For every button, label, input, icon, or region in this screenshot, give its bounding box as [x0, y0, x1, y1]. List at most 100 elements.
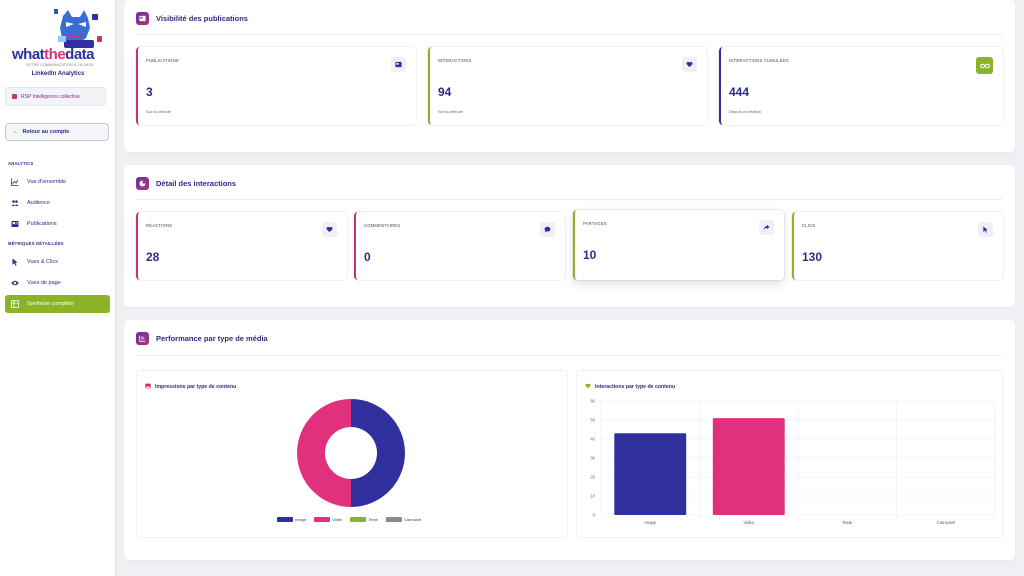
performance-panel: Performance par type de média Impression… — [124, 320, 1015, 560]
stat-label: RÉACTIONS — [146, 223, 173, 228]
stat-card-clicks: CLICS 130 — [792, 212, 1003, 280]
stat-label: INTERACTIONS — [438, 58, 472, 63]
nav-item-label: Synthèse complète — [27, 301, 74, 307]
y-tick-label: 20 — [590, 475, 595, 480]
stat-sub: Sur la période — [146, 109, 171, 114]
bar-image[interactable] — [614, 433, 687, 515]
impressions-donut-card: Impressions par type de contenu Image Vid… — [136, 370, 568, 538]
legend-item[interactable]: Carrousel — [385, 517, 422, 522]
newspaper-icon — [136, 12, 149, 25]
users-icon — [11, 199, 19, 207]
interactions-title: Détail des interactions — [156, 179, 237, 188]
impressions-chart-title: Impressions par type de contenu — [145, 383, 236, 391]
stat-card-publications: PUBLICATIONS 3 Sur la période — [136, 47, 416, 125]
divider — [136, 355, 1003, 356]
back-to-account-button[interactable]: ← Retour au compte — [5, 123, 109, 141]
legend-item[interactable]: Texte — [350, 517, 378, 522]
newspaper-icon — [391, 57, 406, 72]
nav-item-audience[interactable]: Audience — [5, 194, 110, 212]
bar-vidéo[interactable] — [712, 418, 785, 515]
y-tick-label: 10 — [590, 494, 595, 499]
legend-swatch — [350, 517, 367, 522]
donut-legend: Image Vidéo Texte Carrousel — [277, 517, 421, 522]
interactions-bar-card: Interactions par type de contenu 0 10 20 30… — [576, 370, 1003, 538]
pie-chart-icon — [136, 177, 149, 190]
x-tick-label: Texte — [842, 520, 853, 525]
eye-icon — [11, 279, 19, 287]
organization-selector[interactable]: RSP Intelligence collective — [5, 87, 106, 106]
stat-label: INTERACTIONS CUMULÉES — [729, 58, 789, 63]
nav-item-label: Vues de page — [27, 280, 61, 286]
stat-sub: Depuis la création — [729, 109, 762, 114]
stat-label: CLICS — [802, 223, 816, 228]
performance-header: Performance par type de média — [136, 332, 268, 345]
stat-card-comments: COMMENTAIRES 0 — [354, 212, 565, 280]
organization-icon — [12, 94, 17, 99]
logo-mascot — [54, 9, 102, 48]
nav-item-label: Vue d'ensemble — [27, 179, 67, 185]
app-title: LinkedIn Analytics — [31, 71, 85, 77]
share-icon — [759, 220, 774, 235]
heart-icon — [322, 222, 337, 237]
nav-item-full-summary[interactable]: Synthèse complète — [5, 295, 110, 313]
y-tick-label: 40 — [590, 437, 595, 442]
legend-swatch — [385, 517, 402, 522]
nav-item-label: Vues & Clics — [27, 259, 58, 265]
legend-label: Texte — [368, 517, 378, 522]
stat-value: 130 — [802, 250, 823, 264]
stat-value: 3 — [146, 85, 153, 99]
cursor-icon — [11, 258, 19, 266]
nav-item-publications[interactable]: Publications — [5, 215, 110, 233]
sidebar: whatthedata VOTRE COMMUNICATION À LA DAT… — [0, 0, 116, 576]
infinity-icon — [976, 57, 993, 74]
stat-value: 0 — [364, 250, 371, 264]
y-tick-label: 30 — [590, 456, 595, 461]
nav-item-overview[interactable]: Vue d'ensemble — [5, 173, 110, 191]
stat-card-interactions: INTERACTIONS 94 Sur la période — [428, 47, 707, 125]
stat-label: PUBLICATIONS — [146, 58, 179, 63]
divider — [136, 34, 1003, 35]
visibility-panel: Visibilité des publications PUBLICATIONS… — [124, 0, 1015, 152]
x-tick-label: Image — [644, 520, 656, 525]
nav-item-label: Audience — [27, 200, 50, 206]
performance-title: Performance par type de média — [156, 334, 268, 343]
stat-value: 94 — [438, 85, 452, 99]
stat-label: COMMENTAIRES — [364, 223, 401, 228]
visibility-title: Visibilité des publications — [156, 14, 248, 23]
x-tick-label: Carrousel — [937, 520, 955, 525]
legend-item[interactable]: Image — [277, 517, 306, 522]
cursor-icon — [978, 222, 993, 237]
legend-label: Image — [295, 517, 307, 522]
newspaper-icon — [11, 220, 19, 228]
back-to-account-label: Retour au compte — [22, 129, 70, 135]
x-tick-label: Vidéo — [743, 520, 754, 525]
table-icon — [11, 300, 19, 308]
image-icon — [145, 383, 151, 391]
legend-swatch — [314, 517, 331, 522]
comment-icon — [540, 222, 555, 237]
stat-label: PARTAGES — [583, 221, 607, 226]
stat-sub: Sur la période — [438, 109, 463, 114]
heart-icon — [682, 57, 697, 72]
stat-value: 10 — [583, 248, 597, 262]
donut-slice-image[interactable] — [351, 399, 405, 507]
list-chart-icon — [136, 332, 149, 345]
stat-value: 444 — [729, 85, 750, 99]
legend-label: Carrousel — [403, 517, 422, 522]
donut-slice-vidéo[interactable] — [297, 399, 351, 507]
logo-text: whatthedata — [12, 46, 95, 63]
stat-value: 28 — [146, 250, 160, 264]
interactions-panel: Détail des interactions RÉACTIONS 28 COM… — [124, 165, 1015, 307]
legend-item[interactable]: Vidéo — [314, 517, 342, 522]
interactions-header: Détail des interactions — [136, 177, 236, 190]
y-tick-label: 50 — [590, 418, 595, 423]
legend-label: Vidéo — [332, 517, 343, 522]
nav-section-analytics: ANALYTICS — [8, 161, 34, 166]
nav-item-views-clicks[interactable]: Vues & Clics — [5, 253, 110, 271]
y-tick-label: 60 — [590, 399, 595, 404]
interactions-bar-chart: 0 10 20 30 40 50 60 Image Vidéo Texte Carrousel — [590, 399, 996, 525]
nav-item-page-views[interactable]: Vues de page — [5, 274, 110, 292]
line-chart-icon — [11, 178, 19, 186]
arrow-left-icon: ← — [13, 129, 19, 135]
stat-card-shares: PARTAGES 10 — [573, 210, 784, 280]
